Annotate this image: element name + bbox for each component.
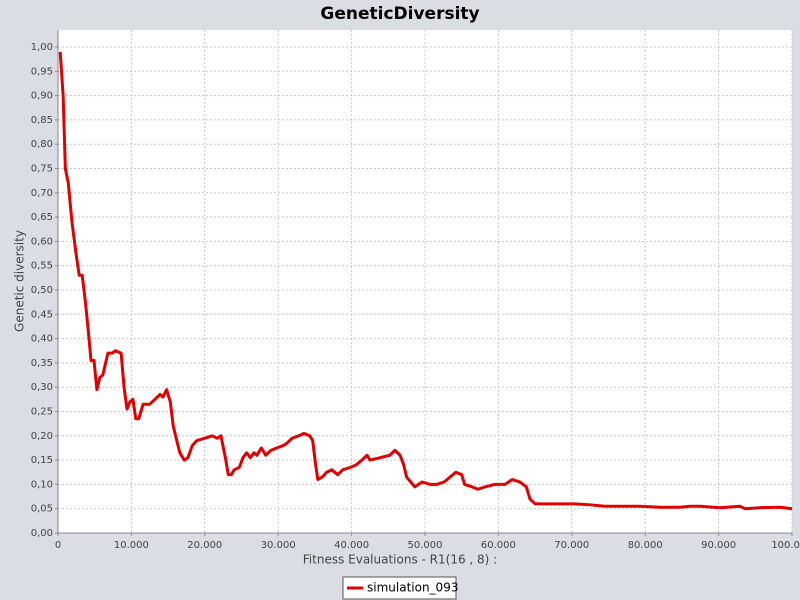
x-tick-label: 0 xyxy=(55,540,61,551)
plot-area xyxy=(58,30,792,533)
x-tick-label: 40.000 xyxy=(334,540,369,551)
legend-label: simulation_093 xyxy=(367,581,458,595)
y-tick-label: 0,90 xyxy=(31,91,53,102)
y-tick-label: 0,95 xyxy=(31,66,53,77)
y-tick-label: 0,25 xyxy=(31,407,53,418)
legend-box xyxy=(342,576,457,600)
x-tick-label: 80.000 xyxy=(628,540,663,551)
y-tick-label: 0,45 xyxy=(31,309,53,320)
x-tick-label: 10.000 xyxy=(114,540,149,551)
y-tick-label: 0,15 xyxy=(31,455,53,466)
y-tick-label: 0,50 xyxy=(31,285,53,296)
y-tick-label: 0,05 xyxy=(31,504,53,515)
x-tick-label: 30.000 xyxy=(261,540,296,551)
y-axis-label: Genetic diversity xyxy=(13,230,27,332)
x-tick-label: 70.000 xyxy=(554,540,589,551)
y-tick-label: 0,20 xyxy=(31,431,53,442)
y-tick-label: 0,35 xyxy=(31,358,53,369)
y-tick-label: 0,10 xyxy=(31,479,53,490)
y-tick-label: 0,75 xyxy=(31,164,53,175)
x-tick-label: 90.000 xyxy=(701,540,736,551)
y-tick-label: 0,00 xyxy=(31,528,53,539)
x-tick-label: 100.000 xyxy=(771,540,800,551)
y-tick-label: 0,85 xyxy=(31,115,53,126)
y-tick-label: 0,55 xyxy=(31,261,53,272)
x-tick-label: 60.000 xyxy=(481,540,516,551)
y-tick-label: 0,60 xyxy=(31,236,53,247)
y-tick-label: 0,80 xyxy=(31,139,53,150)
y-tick-label: 0,30 xyxy=(31,382,53,393)
x-tick-label: 50.000 xyxy=(408,540,443,551)
y-tick-label: 1,00 xyxy=(31,42,53,53)
y-tick-label: 0,65 xyxy=(31,212,53,223)
y-tick-label: 0,40 xyxy=(31,334,53,345)
chart-title: GeneticDiversity xyxy=(320,4,479,24)
y-tick-label: 0,70 xyxy=(31,188,53,199)
x-tick-label: 20.000 xyxy=(187,540,222,551)
x-axis-label: Fitness Evaluations - R1(16 , 8) : xyxy=(303,553,497,567)
series-line xyxy=(58,51,793,511)
